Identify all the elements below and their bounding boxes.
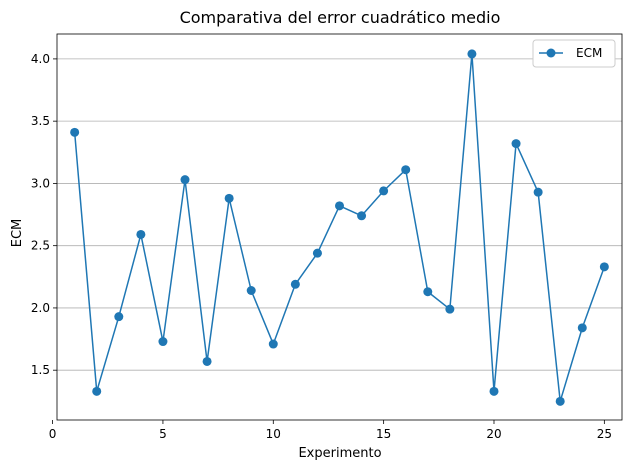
data-point: [445, 304, 455, 314]
x-axis-ticks: 0 5 10 15 20 25: [49, 420, 612, 441]
data-point: [467, 49, 477, 59]
data-point: [335, 201, 344, 211]
y-tick-label: 4.0: [31, 52, 50, 66]
y-tick-label: 3.5: [31, 114, 50, 128]
x-axis-label: Experimento: [298, 446, 381, 461]
x-tick-label: 15: [376, 427, 391, 441]
y-axis-label: ECM: [10, 219, 25, 248]
legend-label: ECM: [576, 46, 602, 60]
data-point: [312, 248, 322, 258]
data-point: [180, 175, 190, 185]
x-tick-label: 20: [486, 427, 501, 441]
legend-marker: [546, 48, 556, 58]
legend: ECM: [532, 39, 616, 68]
data-point: [290, 279, 300, 289]
series-layer: [70, 49, 609, 406]
data-point: [533, 187, 543, 197]
x-tick-label: 0: [49, 427, 57, 441]
data-point: [136, 229, 146, 239]
y-tick-label: 2.5: [31, 239, 50, 253]
data-point: [202, 356, 212, 366]
data-point: [70, 127, 80, 137]
y-tick-label: 2.0: [31, 301, 50, 315]
plot-frame: [56, 33, 623, 421]
data-point: [379, 186, 389, 196]
x-tick-label: 25: [597, 427, 612, 441]
x-tick-label: 5: [159, 427, 167, 441]
grid: [57, 58, 622, 371]
y-tick-label: 3.0: [31, 176, 50, 190]
chart-title: Comparativa del error cuadrático medio: [180, 8, 501, 27]
data-point: [224, 193, 234, 203]
data-point: [246, 286, 256, 296]
data-point: [268, 339, 278, 349]
y-axis-ticks: 1.5 2.0 2.5 3.0 3.5 4.0: [31, 52, 57, 377]
data-point: [555, 396, 565, 406]
data-point: [357, 211, 367, 221]
data-point: [423, 287, 433, 297]
data-point: [401, 165, 411, 175]
legend-box: [532, 39, 616, 68]
y-tick-label: 1.5: [31, 363, 50, 377]
data-point: [599, 262, 609, 272]
data-point: [114, 312, 124, 322]
data-point: [511, 139, 521, 149]
data-point: [489, 386, 499, 396]
data-point: [92, 386, 102, 396]
data-point: [577, 323, 587, 333]
data-point: [158, 337, 168, 347]
x-tick-label: 10: [266, 427, 281, 441]
